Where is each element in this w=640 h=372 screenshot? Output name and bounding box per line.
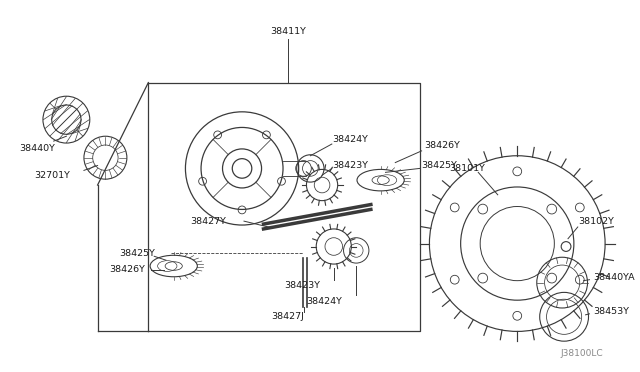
Text: 38427J: 38427J (271, 312, 305, 321)
Text: 38423Y: 38423Y (332, 161, 368, 170)
Text: 38427Y: 38427Y (190, 217, 226, 226)
Text: 38453Y: 38453Y (593, 307, 629, 317)
Text: 38440Y: 38440Y (19, 144, 56, 153)
Text: 38423Y: 38423Y (285, 281, 321, 290)
Text: 38440YA: 38440YA (593, 273, 635, 282)
Text: 38411Y: 38411Y (270, 27, 306, 36)
Text: 38426Y: 38426Y (424, 141, 460, 151)
Text: 38425Y: 38425Y (119, 249, 155, 258)
Text: 38102Y: 38102Y (578, 217, 614, 226)
Text: 38101Y: 38101Y (449, 164, 485, 173)
Text: 38424Y: 38424Y (306, 296, 342, 306)
Text: 38426Y: 38426Y (109, 266, 145, 275)
Text: J38100LC: J38100LC (561, 349, 603, 358)
Text: 32701Y: 32701Y (34, 171, 70, 180)
Text: 38425Y: 38425Y (422, 161, 458, 170)
Text: 38424Y: 38424Y (332, 135, 368, 144)
